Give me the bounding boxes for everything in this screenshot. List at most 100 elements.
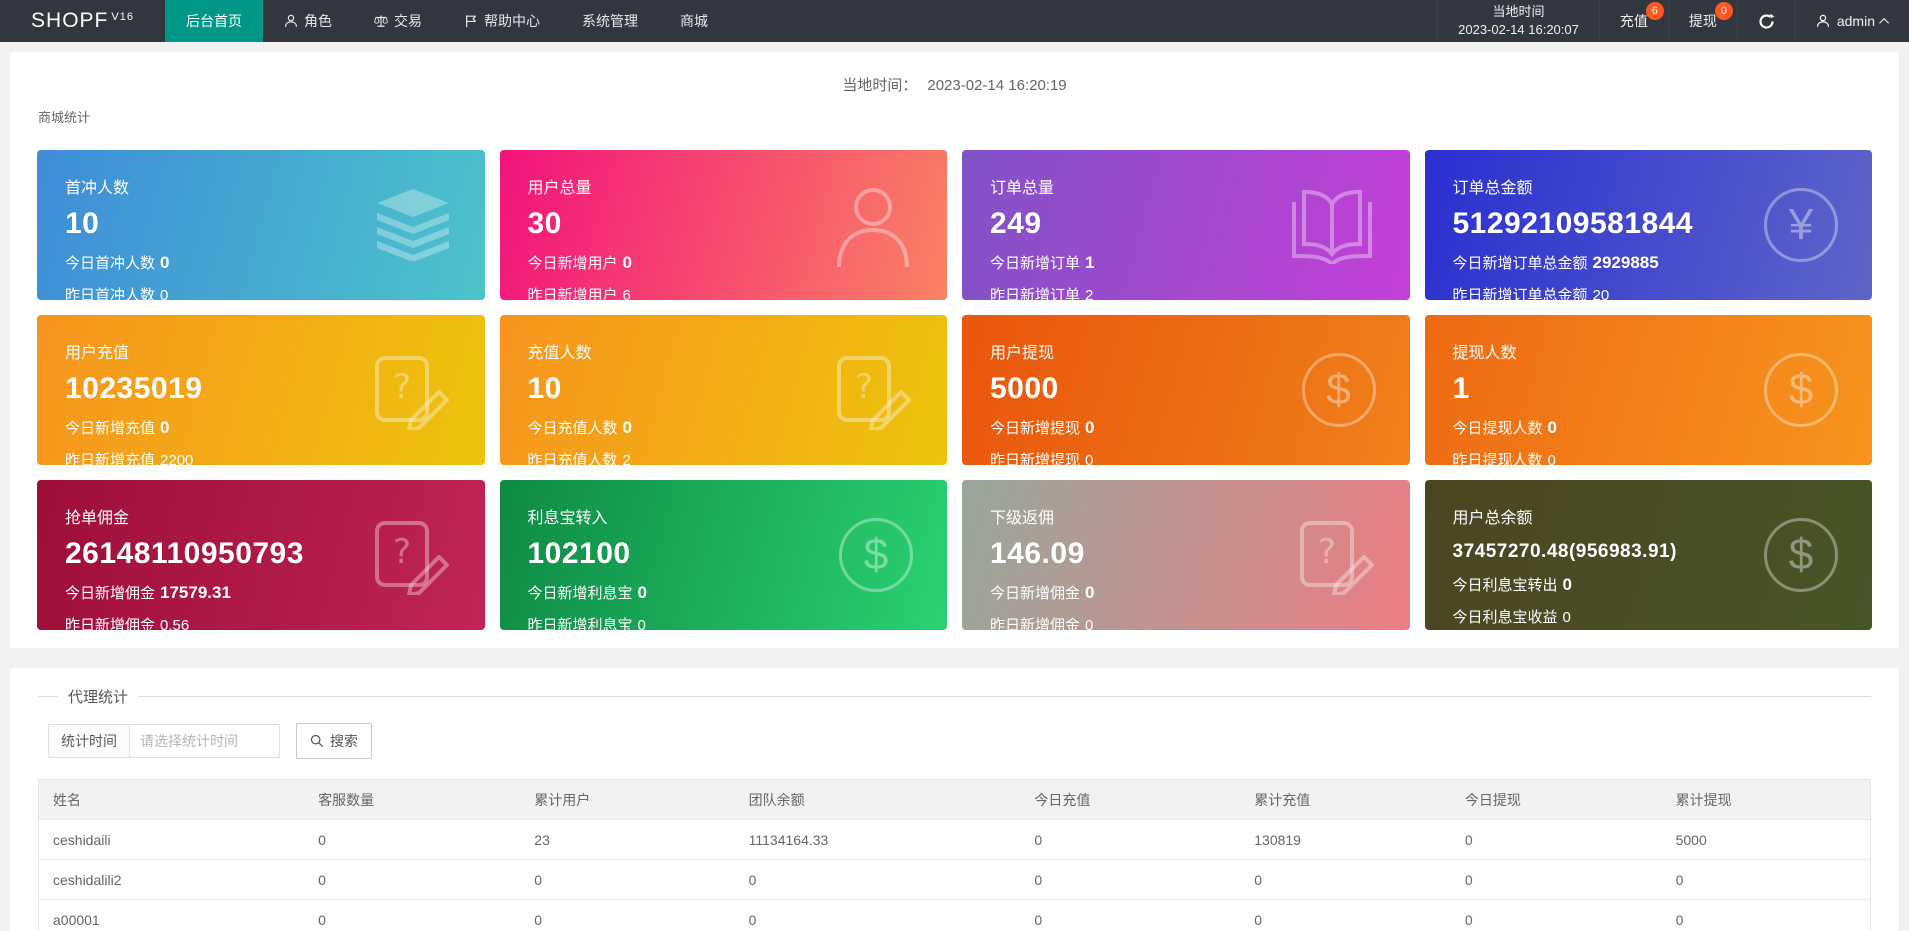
recharge-label: 充值 <box>1619 13 1648 29</box>
col-header-total-recharge: 累计充值 <box>1240 779 1451 820</box>
col-header-name: 姓名 <box>38 779 305 820</box>
search-button-label: 搜索 <box>330 733 358 749</box>
cell: 0 <box>304 899 521 931</box>
card-value: 10 <box>65 207 100 240</box>
nav-item-mall[interactable]: 商城 <box>659 0 729 42</box>
card-value: 5000 <box>990 372 1059 405</box>
card-line2-value: 0 <box>1085 452 1094 465</box>
card-line1-value: 0 <box>637 583 647 602</box>
card-title: 订单总量 <box>990 180 1055 197</box>
card-line1-value: 0 <box>622 253 632 272</box>
cell: 0 <box>520 899 735 931</box>
card-line2-label: 昨日新增利息宝 <box>527 617 633 630</box>
table-row: ceshidalili2 0 0 0 0 0 0 0 <box>38 859 1871 900</box>
card-line2-label: 昨日新增订单 <box>990 287 1081 300</box>
card-line1-label: 今日充值人数 <box>527 420 618 437</box>
app-logo: SHOPF V16 <box>0 0 165 42</box>
card-line1-label: 今日利息宝转出 <box>1452 577 1558 594</box>
table-row: ceshidaili 0 23 11134164.33 0 130819 0 5… <box>38 819 1871 860</box>
withdraw-button[interactable]: 提现 0 <box>1667 0 1737 42</box>
card-line2-label: 昨日充值人数 <box>527 452 618 465</box>
nav-label: 交易 <box>394 13 422 29</box>
search-icon <box>310 734 324 748</box>
card-line1-value: 0 <box>622 418 632 437</box>
card-value: 102100 <box>527 537 631 570</box>
card-line2-label: 昨日新增用户 <box>527 287 618 300</box>
card-line2-value: 0 <box>1562 609 1571 626</box>
stat-card-total-users: 用户总量 30 今日新增用户 0 昨日新增用户 6 <box>499 150 947 300</box>
card-line2-value: 0 <box>637 617 646 630</box>
card-title: 用户充值 <box>65 345 130 362</box>
card-value: 146.09 <box>990 537 1085 570</box>
card-line2-value: 2 <box>622 452 631 465</box>
cell: 0 <box>304 859 521 900</box>
card-line1-value: 0 <box>1547 418 1557 437</box>
stat-card-total-orders: 订单总量 249 今日新增订单 1 昨日新增订单 2 <box>962 150 1410 300</box>
col-header-total-withdraw: 累计提现 <box>1661 779 1871 820</box>
card-title: 订单总金额 <box>1452 180 1533 197</box>
agent-table: 姓名 客服数量 累计用户 团队余额 今日充值 累计充值 今日提现 累计提现 ce… <box>38 779 1871 931</box>
nav-item-system[interactable]: 系统管理 <box>561 0 659 42</box>
card-line1-label: 今日首冲人数 <box>65 255 156 272</box>
stat-time-input[interactable] <box>130 724 280 758</box>
card-value: 10235019 <box>65 372 203 405</box>
cell: 0 <box>1450 819 1662 860</box>
card-value: 249 <box>990 207 1042 240</box>
search-button[interactable]: 搜索 <box>296 723 372 759</box>
cell: 0 <box>520 859 735 900</box>
card-line2-value: 6 <box>622 287 631 300</box>
card-title: 用户提现 <box>990 345 1055 362</box>
chevron-up-icon <box>1879 17 1890 28</box>
nav-item-help-center[interactable]: 帮助中心 <box>443 0 561 42</box>
book-icon <box>1288 186 1376 264</box>
local-time-label: 当地时间 <box>1492 4 1545 19</box>
card-line1-value: 2929885 <box>1592 253 1659 272</box>
card-line1-label: 今日新增佣金 <box>990 585 1081 602</box>
card-value: 10 <box>527 372 562 405</box>
nav-label: 系统管理 <box>582 13 638 29</box>
card-title: 抢单佣金 <box>65 510 130 527</box>
table-header-row: 姓名 客服数量 累计用户 团队余额 今日充值 累计充值 今日提现 累计提现 <box>38 779 1871 820</box>
cell: 0 <box>1661 859 1871 900</box>
refresh-icon <box>1759 13 1775 29</box>
cell: 0 <box>734 859 1021 900</box>
card-title: 利息宝转入 <box>527 510 608 527</box>
card-line1-label: 今日新增订单 <box>990 255 1081 272</box>
card-line1-value: 0 <box>1562 575 1572 594</box>
col-header-total-users: 累计用户 <box>520 779 735 820</box>
stat-cards-grid: 首冲人数 10 今日首冲人数 0 昨日首冲人数 0 用户总量 30 今日新增用户 0 … <box>37 150 1872 630</box>
svg-text:?: ? <box>392 532 410 572</box>
card-line2-value: 0.56 <box>160 617 190 630</box>
nav-item-dashboard[interactable]: 后台首页 <box>165 0 263 42</box>
card-title: 充值人数 <box>527 345 592 362</box>
card-line2-value: 2 <box>1085 287 1094 300</box>
col-header-service-count: 客服数量 <box>304 779 521 820</box>
content-time-label: 当地时间： <box>842 77 918 94</box>
nav-item-trade[interactable]: 交易 <box>353 0 443 42</box>
card-line1-label: 今日新增提现 <box>990 420 1081 437</box>
recharge-badge: 6 <box>1645 2 1664 20</box>
mall-stats-panel: 当地时间： 2023-02-14 16:20:19 商城统计 首冲人数 10 今日… <box>10 52 1899 648</box>
local-time-value: 2023-02-14 16:20:07 <box>1458 22 1579 37</box>
refresh-button[interactable] <box>1736 0 1795 42</box>
svg-text:?: ? <box>855 367 873 407</box>
logo-version: V16 <box>111 11 134 23</box>
stat-card-total-user-balance: 用户总余额 37457270.48(956983.91) 今日利息宝转出 0 今日… <box>1424 480 1872 630</box>
cell: 5000 <box>1661 819 1871 860</box>
card-title: 提现人数 <box>1452 345 1517 362</box>
cell: 0 <box>1240 859 1451 900</box>
card-value: 26148110950793 <box>65 537 304 570</box>
agent-legend: 代理统计 <box>68 689 129 706</box>
top-navbar: SHOPF V16 后台首页 角色 交易 帮助中心 系统管理 商城 当地时间 20… <box>0 0 1909 42</box>
nav-label: 商城 <box>680 13 708 29</box>
user-menu[interactable]: admin <box>1794 0 1909 42</box>
card-line2-value: 20 <box>1592 287 1610 300</box>
cell-name: a00001 <box>38 899 305 931</box>
agent-filter-row: 统计时间 搜索 <box>48 723 1871 759</box>
edit-doc-icon: ? <box>831 350 913 430</box>
edit-doc-icon: ? <box>1294 515 1376 595</box>
cell: 0 <box>1240 899 1451 931</box>
nav-item-roles[interactable]: 角色 <box>263 0 353 42</box>
recharge-button[interactable]: 充值 6 <box>1598 0 1668 42</box>
navbar-right: 当地时间 2023-02-14 16:20:07 充值 6 提现 0 admin <box>1437 0 1909 42</box>
